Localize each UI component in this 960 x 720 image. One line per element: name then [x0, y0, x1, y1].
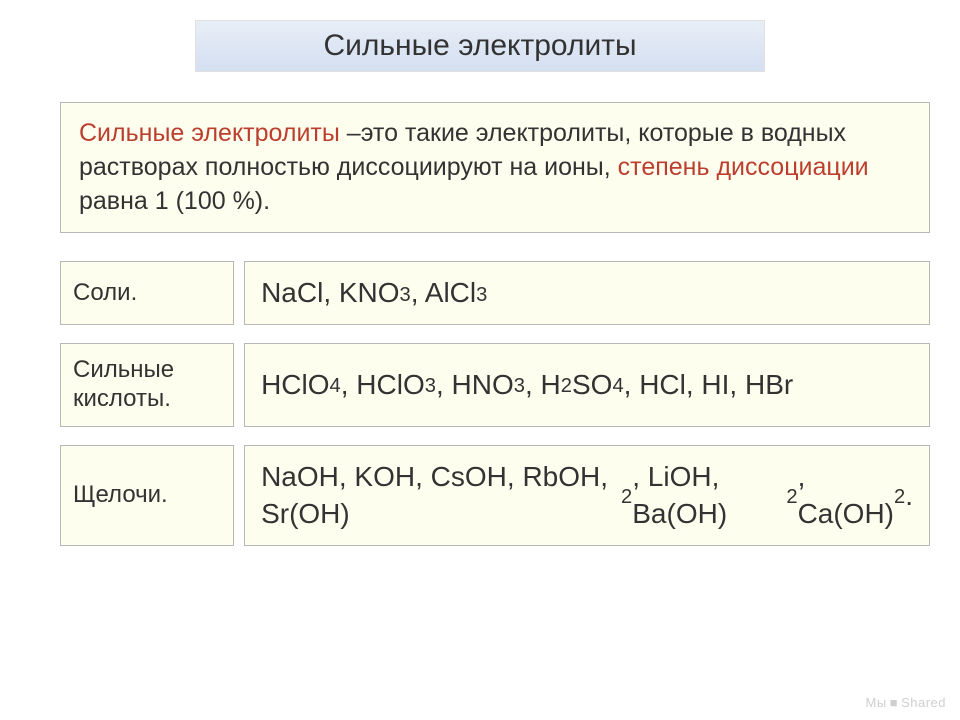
watermark: Мы■Shared: [866, 695, 946, 710]
category-formulas-acids: HClO4, HClO3, HNO3, H2SO4, HCl, HI, HBr: [244, 343, 930, 427]
category-formulas-alkalis: NaOH, KOH, CsOH, RbOH, Sr(OH)2, LiOH, Ba…: [244, 445, 930, 547]
definition-dissoc-term: степень диссоциации: [618, 153, 869, 181]
definition-box: Сильные электролиты –это такие электроли…: [60, 102, 930, 233]
definition-text-2: равна 1 (100 %).: [79, 187, 270, 215]
category-row: Щелочи. NaOH, KOH, CsOH, RbOH, Sr(OH)2, …: [60, 445, 930, 547]
slide-title: Сильные электролиты: [195, 20, 765, 72]
definition-term: Сильные электролиты: [79, 119, 340, 147]
watermark-prefix: Мы: [866, 695, 887, 710]
category-label-acids: Сильные кислоты.: [60, 343, 234, 427]
square-icon: ■: [890, 695, 898, 710]
category-row: Соли. NaCl, KNO3, AlCl3: [60, 261, 930, 325]
category-row: Сильные кислоты. HClO4, HClO3, HNO3, H2S…: [60, 343, 930, 427]
watermark-rest: Shared: [901, 695, 946, 710]
category-label-salts: Соли.: [60, 261, 234, 325]
category-label-alkalis: Щелочи.: [60, 445, 234, 547]
category-formulas-salts: NaCl, KNO3, AlCl3: [244, 261, 930, 325]
